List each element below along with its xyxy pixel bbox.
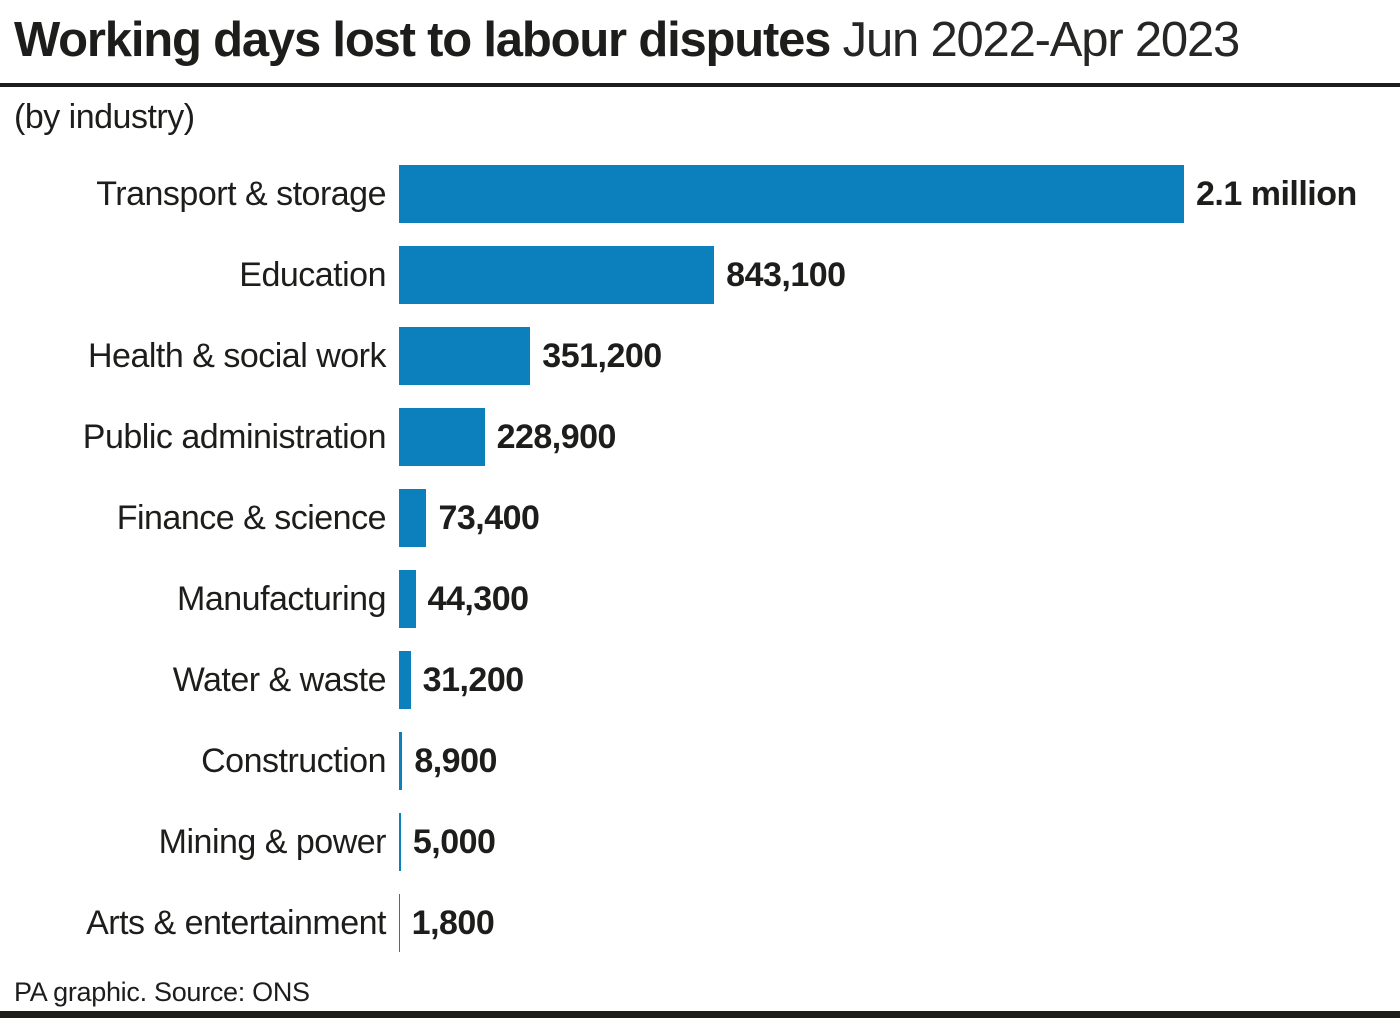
chart-row: Public administration 228,900 <box>0 408 1400 466</box>
category-label: Education <box>239 255 386 294</box>
chart-row: Manufacturing 44,300 <box>0 570 1400 628</box>
value-label: 44,300 <box>427 579 530 618</box>
title-text: Working days lost to labour disputes <box>14 13 831 67</box>
value-label: 228,900 <box>496 417 617 456</box>
value-label: 5,000 <box>412 822 496 861</box>
source-credit: PA graphic. Source: ONS <box>14 977 310 1007</box>
chart-subtitle: (by industry) <box>14 98 195 136</box>
chart-row: Transport & storage 2.1 million <box>0 165 1400 223</box>
bottom-divider <box>0 1011 1400 1018</box>
category-label: Public administration <box>82 417 387 456</box>
bar <box>399 408 485 466</box>
value-label: 31,200 <box>422 660 525 699</box>
bar <box>399 570 416 628</box>
value-label: 73,400 <box>438 498 540 537</box>
chart-row: Finance & science 73,400 <box>0 489 1400 547</box>
category-label: Finance & science <box>116 498 387 537</box>
value-label: 351,200 <box>542 336 662 375</box>
bar <box>399 732 403 790</box>
category-label: Water & waste <box>172 660 387 699</box>
bar <box>399 489 427 547</box>
bar-chart: Transport & storage 2.1 million Education 8… <box>0 165 1400 975</box>
bar <box>399 651 411 709</box>
title-period <box>830 13 842 67</box>
category-label: Mining & power <box>158 822 387 861</box>
bar <box>399 165 1184 223</box>
value-label: 843,100 <box>726 255 846 294</box>
chart-row: Health & social work 351,200 <box>0 327 1400 385</box>
category-label: Arts & entertainment <box>86 903 386 942</box>
chart-row: Construction 8,900 <box>0 732 1400 790</box>
category-label: Transport & storage <box>96 174 386 213</box>
bar <box>399 894 400 952</box>
chart-header: Working days lost to labour disputes Jun… <box>14 10 1241 70</box>
value-label: 1,800 <box>411 903 495 942</box>
bar <box>399 246 715 304</box>
bar <box>399 813 401 871</box>
title-period-text: Jun 2022-Apr 2023 <box>842 13 1241 67</box>
page-title: Working days lost to labour disputes Jun… <box>14 10 1241 70</box>
chart-row: Water & waste 31,200 <box>0 651 1400 709</box>
title-divider <box>0 83 1400 87</box>
value-label: 8,900 <box>414 741 497 780</box>
chart-row: Arts & entertainment 1,800 <box>0 894 1400 952</box>
category-label: Construction <box>201 741 386 780</box>
category-label: Health & social work <box>87 336 387 375</box>
category-label: Manufacturing <box>177 579 386 618</box>
chart-row: Education 843,100 <box>0 246 1400 304</box>
value-label: 2.1 million <box>1196 174 1357 213</box>
bar <box>399 327 531 385</box>
chart-row: Mining & power 5,000 <box>0 813 1400 871</box>
